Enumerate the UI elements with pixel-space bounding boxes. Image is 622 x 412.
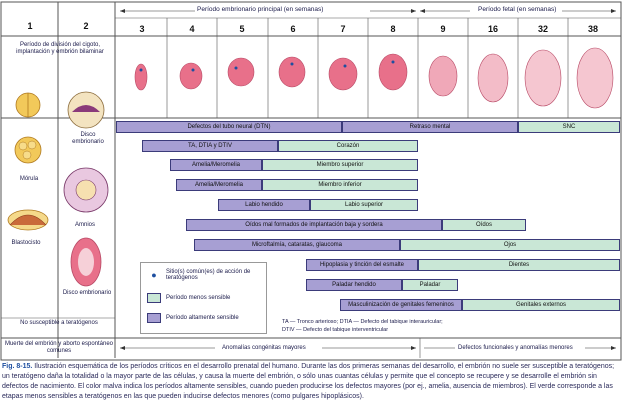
major-anomalies-label: Anomalías congénitas mayores <box>222 345 306 351</box>
embryonic-disc-label: Disco embrionario <box>62 290 112 296</box>
week-8: 8 <box>390 24 396 34</box>
upper-limb-bar: Miembro superior <box>262 159 418 171</box>
caption-text: Ilustración esquemática de los períodos … <box>2 363 615 400</box>
embryonic-period-header: Período embrionario principal (en semana… <box>195 6 326 14</box>
embryo-week-6 <box>278 56 306 88</box>
fetus-week-38 <box>576 47 614 109</box>
early-development-illustrations <box>7 91 109 287</box>
week-5: 5 <box>239 24 245 34</box>
embryo-death-label: Muerte del embrión y aborto espontáneo c… <box>4 341 114 354</box>
ears-bar: Oídos <box>442 219 526 231</box>
figure-caption: Fig. 8-15. Ilustración esquemática de lo… <box>2 362 620 402</box>
week-9: 9 <box>440 24 446 34</box>
legend-high-row: Período altamente sensible <box>147 313 239 323</box>
caption-lead: Fig. 8-15. <box>2 363 33 370</box>
blastocyst-drawing <box>7 209 49 231</box>
column-1-header: 1 <box>27 21 33 31</box>
fetus-week-16 <box>477 53 509 103</box>
teeth-bar: Dientes <box>418 259 620 271</box>
cleavage-period-label: Período de división del cigoto, implanta… <box>16 42 104 55</box>
disc-label: Disco embrionario <box>72 132 104 145</box>
not-susceptible-label: No susceptible a teratógenos <box>20 320 98 326</box>
heart-bar: Corazón <box>278 140 418 152</box>
legend-less-label: Período menos sensible <box>166 295 231 301</box>
week-7: 7 <box>340 24 346 34</box>
external-genitalia-bar: Genitales externos <box>462 299 620 311</box>
neural-tube-defects-bar: Defectos del tubo neural (DTN) <box>116 121 342 133</box>
minor-defects-label: Defectos funcionales y anomalías menores <box>458 345 573 351</box>
upper-limb-amelia-bar: Amelia/Meromelia <box>170 159 262 171</box>
week-6: 6 <box>290 24 296 34</box>
week-3: 3 <box>139 24 145 34</box>
genitalia-masculinization-bar: Masculinización de genitales femeninos <box>340 299 462 311</box>
embryo-illustrations <box>15 47 614 118</box>
cleft-lip-bar: Labio hendido <box>218 199 310 211</box>
week-16: 16 <box>487 24 498 34</box>
cleft-palate-bar: Paladar hendido <box>306 279 402 291</box>
morula-drawing <box>14 136 42 164</box>
legend-less-row: Período menos sensible <box>147 293 230 303</box>
blastocyst-label: Blastocisto <box>11 240 41 246</box>
disc-drawing <box>67 91 105 129</box>
high-sensitive-swatch <box>147 313 161 323</box>
amnion-label: Amnios <box>74 222 95 228</box>
legend: ● Sitio(s) común(es) de acción de terató… <box>140 262 267 334</box>
eyes-bar: Ojos <box>400 239 620 251</box>
embryo-week-8 <box>378 53 408 91</box>
enamel-defects-bar: Hipoplasia y tinción del esmalte <box>306 259 418 271</box>
less-sensitive-swatch <box>147 293 161 303</box>
week-4: 4 <box>189 24 195 34</box>
heart-defects-bar: TA, DTIA y DTIV <box>142 140 278 152</box>
embryo-week-3 <box>134 63 148 91</box>
morula-label: Mórula <box>19 176 39 182</box>
lower-limb-amelia-bar: Amelia/Meromelia <box>176 179 262 191</box>
embryo-week-7 <box>328 57 358 91</box>
lower-limb-bar: Miembro inferior <box>262 179 418 191</box>
embryo-week-9 <box>428 55 458 97</box>
week-32: 32 <box>537 24 548 34</box>
palate-bar: Paladar <box>402 279 458 291</box>
embryo-week-5 <box>227 57 255 87</box>
legend-high-label: Período altamente sensible <box>166 315 239 321</box>
cns-bar: SNC <box>518 121 620 133</box>
week-38: 38 <box>587 24 598 34</box>
legend-sites-row: ● Sitio(s) común(es) de acción de terató… <box>147 269 262 281</box>
embryonic-disc-drawing <box>70 237 102 287</box>
embryo-week-4 <box>179 62 203 90</box>
ears-defects-bar: Oídos mal formados de implantación baja … <box>186 219 442 231</box>
abbreviations-line-2: DTIV — Defecto del tabique interventricu… <box>282 327 389 333</box>
upper-lip-bar: Labio superior <box>310 199 418 211</box>
abbreviations-line-1: TA — Tronco arterioso; DTIA — Defecto de… <box>282 319 443 325</box>
fetal-period-header: Período fetal (en semanas) <box>476 6 559 14</box>
site-dot-icon: ● <box>151 270 157 280</box>
amnion-drawing <box>63 167 109 213</box>
fetus-week-32 <box>524 49 562 107</box>
legend-sites-label: Sitio(s) común(es) de acción de teratóge… <box>166 269 251 281</box>
eyes-defects-bar: Microftalmía, cataratas, glaucoma <box>194 239 400 251</box>
mental-retardation-bar: Retraso mental <box>342 121 518 133</box>
column-2-header: 2 <box>83 21 89 31</box>
